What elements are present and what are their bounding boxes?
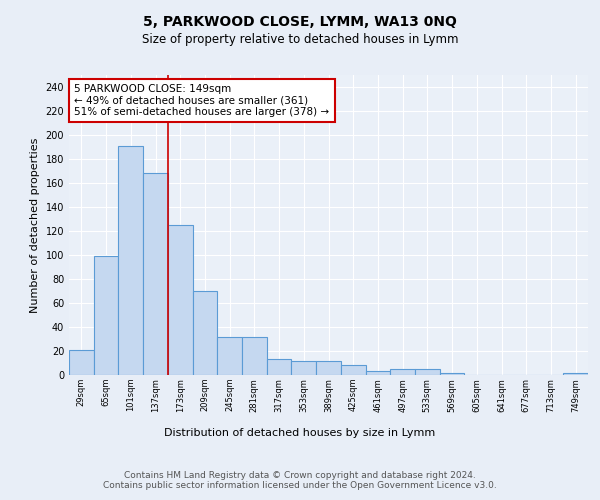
Bar	[94, 256, 118, 375]
Text: Contains HM Land Registry data © Crown copyright and database right 2024.
Contai: Contains HM Land Registry data © Crown c…	[103, 470, 497, 490]
Bar	[563, 372, 588, 375]
Bar	[267, 360, 292, 375]
Bar	[118, 146, 143, 375]
Bar	[217, 336, 242, 375]
Text: 5, PARKWOOD CLOSE, LYMM, WA13 0NQ: 5, PARKWOOD CLOSE, LYMM, WA13 0NQ	[143, 15, 457, 29]
Bar	[341, 366, 365, 375]
Bar	[168, 225, 193, 375]
Text: 5 PARKWOOD CLOSE: 149sqm
← 49% of detached houses are smaller (361)
51% of semi-: 5 PARKWOOD CLOSE: 149sqm ← 49% of detach…	[74, 84, 329, 117]
Bar	[440, 372, 464, 375]
Bar	[69, 350, 94, 375]
Bar	[415, 369, 440, 375]
Bar	[143, 174, 168, 375]
Bar	[242, 336, 267, 375]
Bar	[193, 291, 217, 375]
Text: Distribution of detached houses by size in Lymm: Distribution of detached houses by size …	[164, 428, 436, 438]
Text: Size of property relative to detached houses in Lymm: Size of property relative to detached ho…	[142, 32, 458, 46]
Bar	[390, 369, 415, 375]
Bar	[316, 360, 341, 375]
Bar	[365, 372, 390, 375]
Bar	[292, 360, 316, 375]
Y-axis label: Number of detached properties: Number of detached properties	[30, 138, 40, 312]
